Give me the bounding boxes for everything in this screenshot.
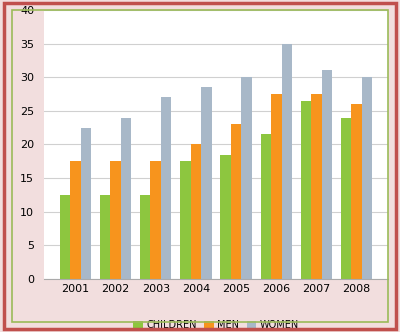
Bar (282, 43, 292, 279)
Bar (161, 97, 171, 279)
Bar (261, 134, 271, 279)
Bar (341, 118, 352, 279)
Bar (301, 101, 311, 279)
Bar (352, 104, 362, 279)
Bar (180, 161, 191, 279)
Bar (220, 154, 231, 279)
Legend: CHILDREN, MEN, WOMEN: CHILDREN, MEN, WOMEN (130, 316, 302, 332)
Bar (201, 87, 212, 279)
Bar (241, 77, 252, 279)
Bar (80, 127, 91, 279)
Bar (140, 195, 150, 279)
Bar (60, 195, 70, 279)
Bar (121, 118, 131, 279)
Bar (322, 70, 332, 279)
Bar (110, 161, 121, 279)
Bar (70, 161, 80, 279)
Bar (271, 94, 282, 279)
Bar (150, 161, 161, 279)
Bar (231, 124, 241, 279)
Bar (100, 195, 110, 279)
Bar (362, 77, 372, 279)
Bar (191, 144, 201, 279)
Bar (311, 94, 322, 279)
